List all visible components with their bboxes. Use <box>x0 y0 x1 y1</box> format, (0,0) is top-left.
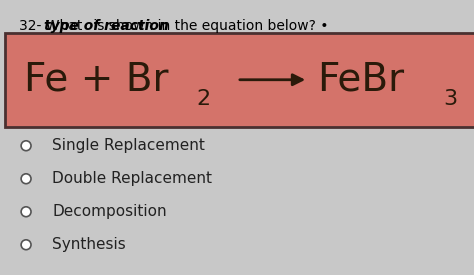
Text: Double Replacement: Double Replacement <box>52 171 212 186</box>
Ellipse shape <box>21 141 31 151</box>
Text: Fe + Br: Fe + Br <box>24 61 168 99</box>
Text: Single Replacement: Single Replacement <box>52 138 205 153</box>
Text: 3: 3 <box>443 89 457 109</box>
Ellipse shape <box>21 207 31 217</box>
Text: type of reaction: type of reaction <box>44 19 168 33</box>
FancyBboxPatch shape <box>5 33 474 126</box>
Ellipse shape <box>21 240 31 250</box>
Text: is shown in the equation below? •: is shown in the equation below? • <box>89 19 328 33</box>
Text: 32- What: 32- What <box>19 19 87 33</box>
Ellipse shape <box>21 174 31 184</box>
Text: FeBr: FeBr <box>318 61 405 99</box>
Text: Decomposition: Decomposition <box>52 204 167 219</box>
Text: Synthesis: Synthesis <box>52 237 126 252</box>
Text: 2: 2 <box>197 89 211 109</box>
